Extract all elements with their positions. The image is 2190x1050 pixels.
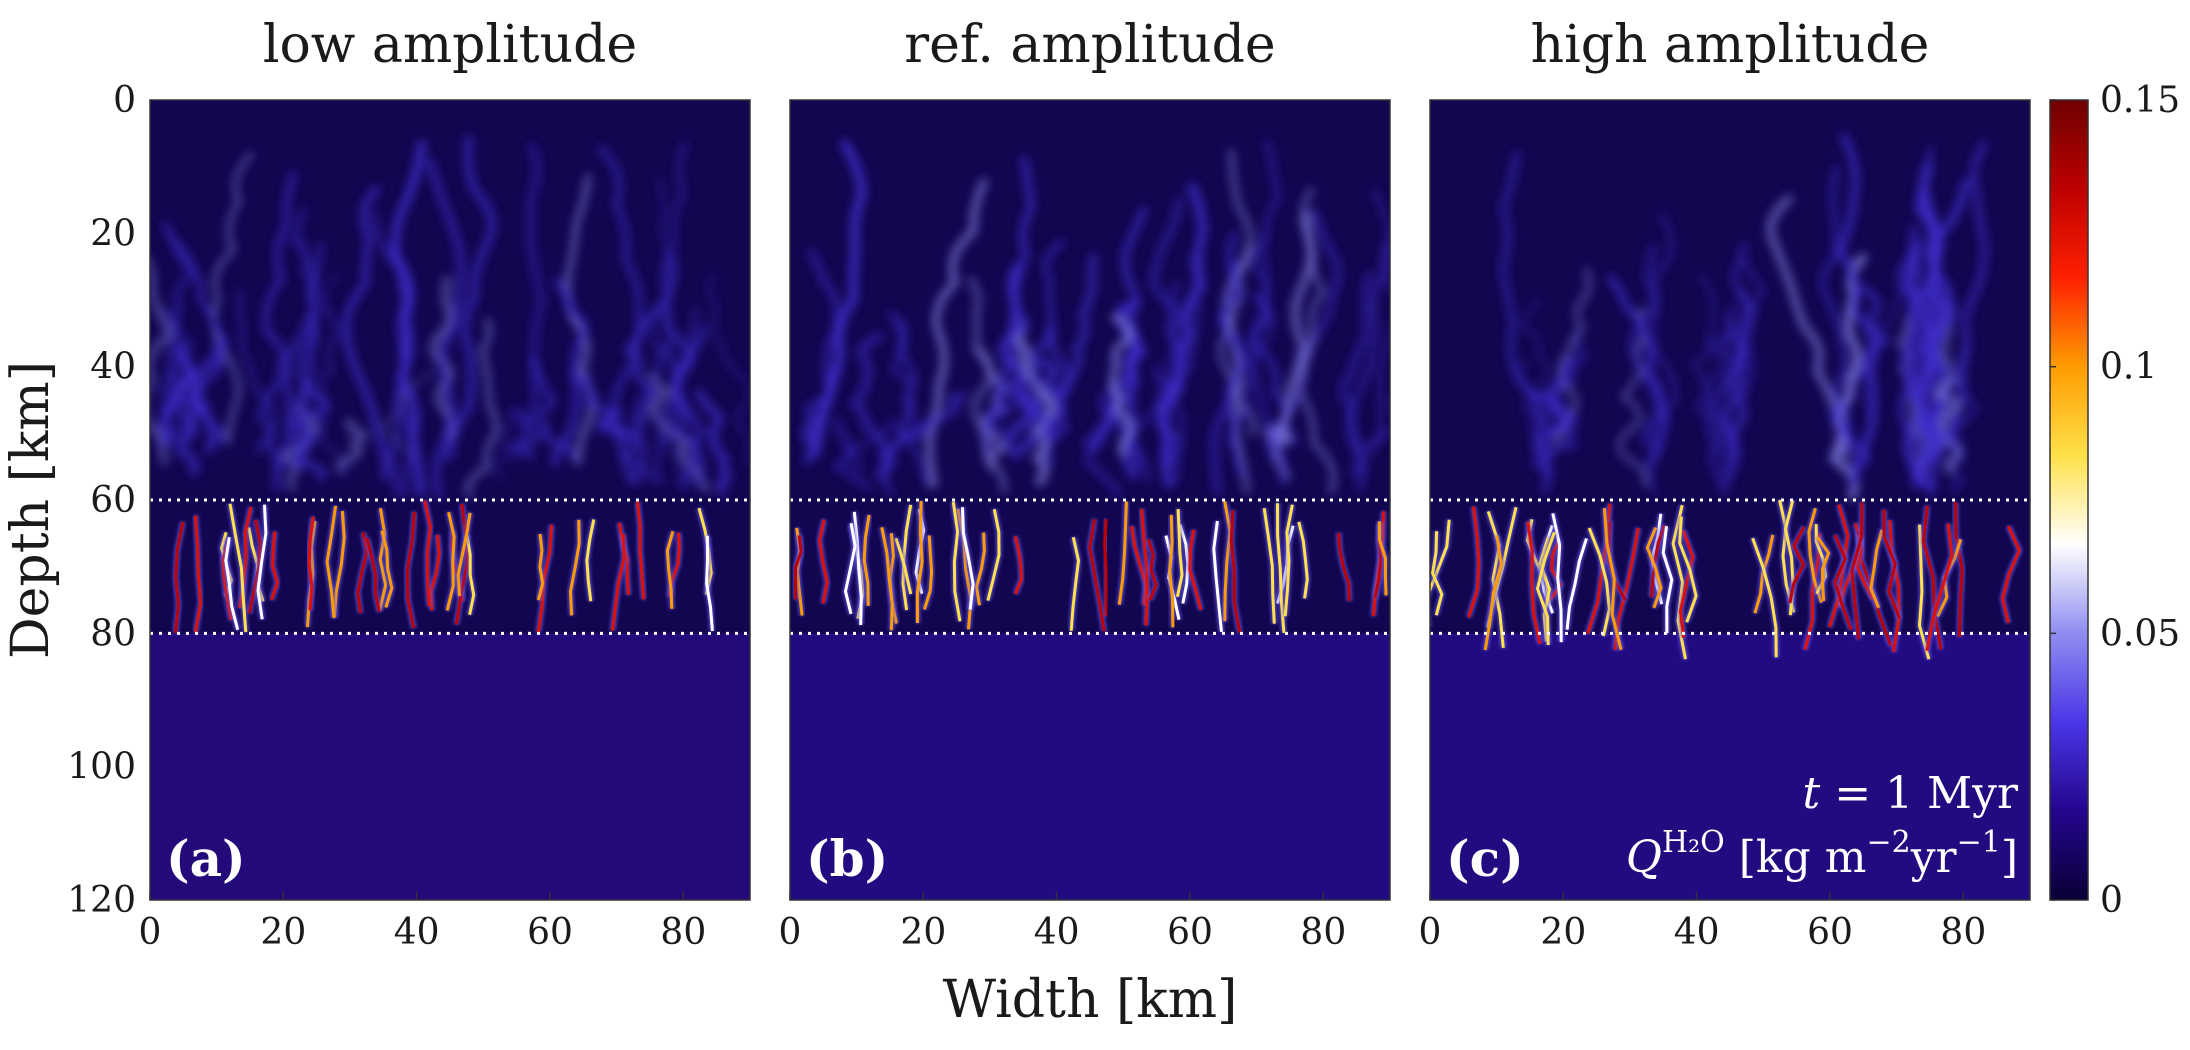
heatmap-field xyxy=(1430,132,2030,900)
colorbar-tick-label: 0.1 xyxy=(2100,347,2157,388)
channel-layer xyxy=(1430,499,2023,661)
panel-label: (b) xyxy=(806,829,888,888)
channel-layer xyxy=(792,500,1389,634)
colorbar-tick-label: 0.05 xyxy=(2100,613,2180,654)
y-tick-label: 20 xyxy=(90,213,136,254)
x-axis-label: Width [km] xyxy=(943,970,1238,1030)
x-tick-label: 60 xyxy=(1167,912,1213,953)
heatmap-field xyxy=(790,138,1390,900)
x-tick-label: 40 xyxy=(1034,912,1080,953)
y-tick-label: 40 xyxy=(90,347,136,388)
y-tick-label: 60 xyxy=(90,480,136,521)
panel-title: ref. amplitude xyxy=(904,15,1275,75)
x-tick-label: 80 xyxy=(1940,912,1986,953)
deep-layer xyxy=(150,633,750,900)
colorbar xyxy=(2049,99,2089,901)
x-tick-label: 60 xyxy=(1807,912,1853,953)
y-tick-label: 120 xyxy=(67,880,136,921)
time-annotation: t = 1 Myr xyxy=(1803,768,2019,819)
panel-frame xyxy=(789,99,1391,901)
panels-group: low amplitude(a)0 20 40 60 80020406080100120… xyxy=(67,15,2031,953)
plume-wisps xyxy=(1499,132,1990,502)
x-tick-label: 20 xyxy=(1540,912,1586,953)
x-tick-label: 60 xyxy=(527,912,573,953)
plume-wisps xyxy=(150,135,750,500)
x-tick-label: 20 xyxy=(260,912,306,953)
panel-frame xyxy=(1429,99,2031,901)
x-tick-label: 0 xyxy=(139,912,162,953)
panel-frame xyxy=(149,99,751,901)
x-tick-label: 0 xyxy=(779,912,802,953)
x-tick-label: 80 xyxy=(660,912,706,953)
x-tick-label: 0 xyxy=(1419,912,1442,953)
annotation-group: t = 1 Myr QH₂O [kg m−2yr−1] xyxy=(1626,768,2019,883)
plume-wisps xyxy=(801,138,1390,501)
y-tick-label: 100 xyxy=(67,747,136,788)
variable-annotation: QH₂O [kg m−2yr−1] xyxy=(1626,825,2018,883)
x-tick-label: 40 xyxy=(394,912,440,953)
panel-b: ref. amplitude (b)0 20 40 60 80 xyxy=(779,15,1391,953)
x-tick-label: 80 xyxy=(1300,912,1346,953)
x-tick-label: 40 xyxy=(1674,912,1720,953)
y-tick-label: 0 xyxy=(113,80,136,121)
panel-label: (c) xyxy=(1446,829,1524,888)
channel-layer xyxy=(172,499,716,634)
deep-layer xyxy=(1430,633,2030,900)
deep-layer xyxy=(790,633,1390,900)
panel-title: high amplitude xyxy=(1531,15,1930,75)
panel-title: low amplitude xyxy=(263,15,637,75)
colorbar-group: 0 0.05 0.1 0.15 xyxy=(2049,80,2180,921)
colorbar-tick-label: 0 xyxy=(2100,880,2123,921)
colorbar-tick-label: 0.15 xyxy=(2100,80,2180,121)
x-tick-label: 20 xyxy=(900,912,946,953)
panel-c: high amplitude (c)0 20 40 60 80 xyxy=(1419,15,2031,953)
panel-label: (a) xyxy=(166,829,246,888)
y-axis-label: Depth [km] xyxy=(1,361,61,659)
heatmap-field xyxy=(150,135,750,900)
y-tick-label: 80 xyxy=(90,613,136,654)
